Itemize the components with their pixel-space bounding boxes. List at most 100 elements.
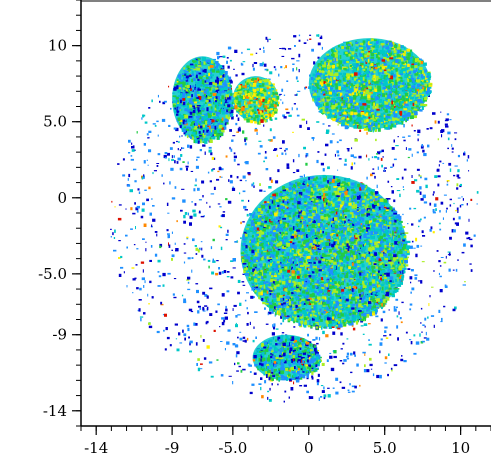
- heart-region-cell-2963: [355, 303, 359, 307]
- speckle-894: [449, 204, 452, 207]
- heart-region-cell-2813: [370, 235, 375, 239]
- speckle-1563: [452, 308, 456, 312]
- heart-region-cell-3007: [287, 269, 291, 273]
- heart-region-cell-2364: [323, 202, 326, 207]
- speckle-411: [244, 138, 246, 142]
- heart-region-cell-3141: [343, 259, 347, 263]
- speckle-1371: [296, 107, 298, 111]
- heart-region-cell-1850: [347, 203, 350, 208]
- speckle-991: [174, 160, 176, 164]
- heart-region-cell-1351: [375, 215, 379, 218]
- heart-region-cell-2145: [340, 237, 343, 240]
- speckle-1476: [221, 271, 224, 274]
- heart-region-cell-2337: [272, 263, 276, 267]
- heart-region-cell-1872: [341, 272, 345, 276]
- heart-region-cell-2519: [263, 287, 268, 291]
- heart-region-cell-2592: [290, 183, 294, 185]
- heart-region-cell-2393: [359, 272, 364, 277]
- heart-region-cell-2235: [318, 217, 322, 221]
- speckle-331: [379, 150, 382, 153]
- heart-region-cell-3023: [376, 213, 379, 216]
- heart-region-cell-1526: [325, 217, 329, 221]
- heart-region-cell-3265: [259, 295, 262, 299]
- heart-region-cell-1042: [338, 227, 342, 231]
- heart-region-cell-3128: [379, 198, 384, 202]
- heart-region-cell-2087: [255, 278, 258, 283]
- heart-region-cell-3277: [289, 181, 292, 186]
- heart-region-cell-2555: [257, 218, 260, 222]
- speckle-883: [217, 56, 220, 60]
- heart-region-cell-2255: [365, 220, 369, 225]
- heart-region-cell-2371: [345, 257, 350, 262]
- heart-region-cell-2928: [301, 224, 304, 229]
- heart-region-cell-2239: [357, 203, 362, 207]
- speckle-1540: [195, 342, 198, 346]
- speckle-768: [200, 368, 203, 370]
- heart-region-cell-2772: [369, 218, 372, 221]
- speckle-1529: [268, 38, 271, 40]
- heart-region-cell-962: [324, 311, 329, 315]
- speckle-485: [317, 151, 320, 153]
- heart-region-cell-3084: [379, 262, 383, 266]
- heart-region-cell-1233: [288, 225, 292, 227]
- speckle-1474: [458, 216, 461, 220]
- speckle-1021: [413, 130, 416, 132]
- heart-region-cell-3060: [326, 308, 330, 312]
- heart-region-cell-122: [310, 239, 314, 244]
- heart-region-cell-2340: [292, 301, 295, 306]
- speckle-407: [153, 170, 157, 172]
- heart-region-cell-2638: [380, 239, 384, 243]
- heart-region-cell-2387: [310, 282, 312, 286]
- heart-region-cell-765: [321, 279, 325, 282]
- speckle-1500: [162, 272, 166, 277]
- heart-region-cell-2098: [307, 212, 312, 215]
- speckle-706: [136, 131, 138, 134]
- heart-region-cell-2968: [322, 230, 324, 234]
- speckle-760: [138, 299, 142, 301]
- heart-region-cell-3324: [314, 246, 317, 250]
- speckle-1546: [200, 215, 205, 218]
- heart-region-cell-2162: [274, 192, 279, 197]
- heart-region-cell-2705: [369, 272, 372, 275]
- speckle-1437: [188, 308, 193, 312]
- speckle-1151: [223, 270, 227, 274]
- speckle-114: [177, 141, 180, 143]
- speckle-440: [194, 203, 197, 206]
- heart-region-cell-1285: [364, 212, 367, 215]
- heart-region-cell-1440: [376, 256, 380, 259]
- heart-region-cell-3327: [390, 283, 393, 288]
- heart-region-cell-767: [328, 320, 332, 324]
- speckle-978: [156, 165, 159, 167]
- heart-region-cell-1818: [345, 196, 348, 199]
- heart-region-cell-2333: [354, 195, 357, 199]
- heart-region-cell-2455: [331, 314, 335, 317]
- heart-region-cell-2901: [281, 313, 284, 317]
- speckle-1488: [217, 203, 221, 205]
- heart-region-cell-1975: [383, 209, 387, 213]
- speckle-1634: [204, 151, 206, 155]
- heart-region-cell-2204: [351, 194, 354, 199]
- speckle-951: [202, 308, 205, 311]
- heart-region-cell-3219: [265, 216, 269, 221]
- heart-region-cell-48: [330, 259, 334, 263]
- heart-region-cell-419: [266, 220, 270, 224]
- heart-region-cell-1424: [401, 247, 405, 251]
- speckle-1181: [368, 343, 372, 346]
- speckle-370: [362, 333, 365, 335]
- heart-region-cell-2698: [395, 278, 398, 282]
- speckle-132: [131, 149, 135, 152]
- heart-region-cell-3210: [266, 225, 269, 229]
- speckle-359: [322, 168, 325, 172]
- heart-region-cell-1877: [352, 286, 357, 290]
- heart-region-cell-2859: [261, 230, 265, 235]
- heart-region-cell-674: [378, 252, 381, 256]
- heart-region-cell-3317: [399, 220, 403, 223]
- heart-region-cell-2144: [354, 243, 357, 247]
- heart-region-cell-979: [303, 324, 307, 328]
- speckle-275: [189, 342, 191, 346]
- speckle-673: [292, 68, 294, 72]
- heart-region-cell-738: [346, 189, 349, 192]
- heart-region-cell-1050: [339, 321, 343, 324]
- heart-region-cell-1959: [311, 278, 315, 283]
- heart-region-cell-2803: [337, 254, 341, 258]
